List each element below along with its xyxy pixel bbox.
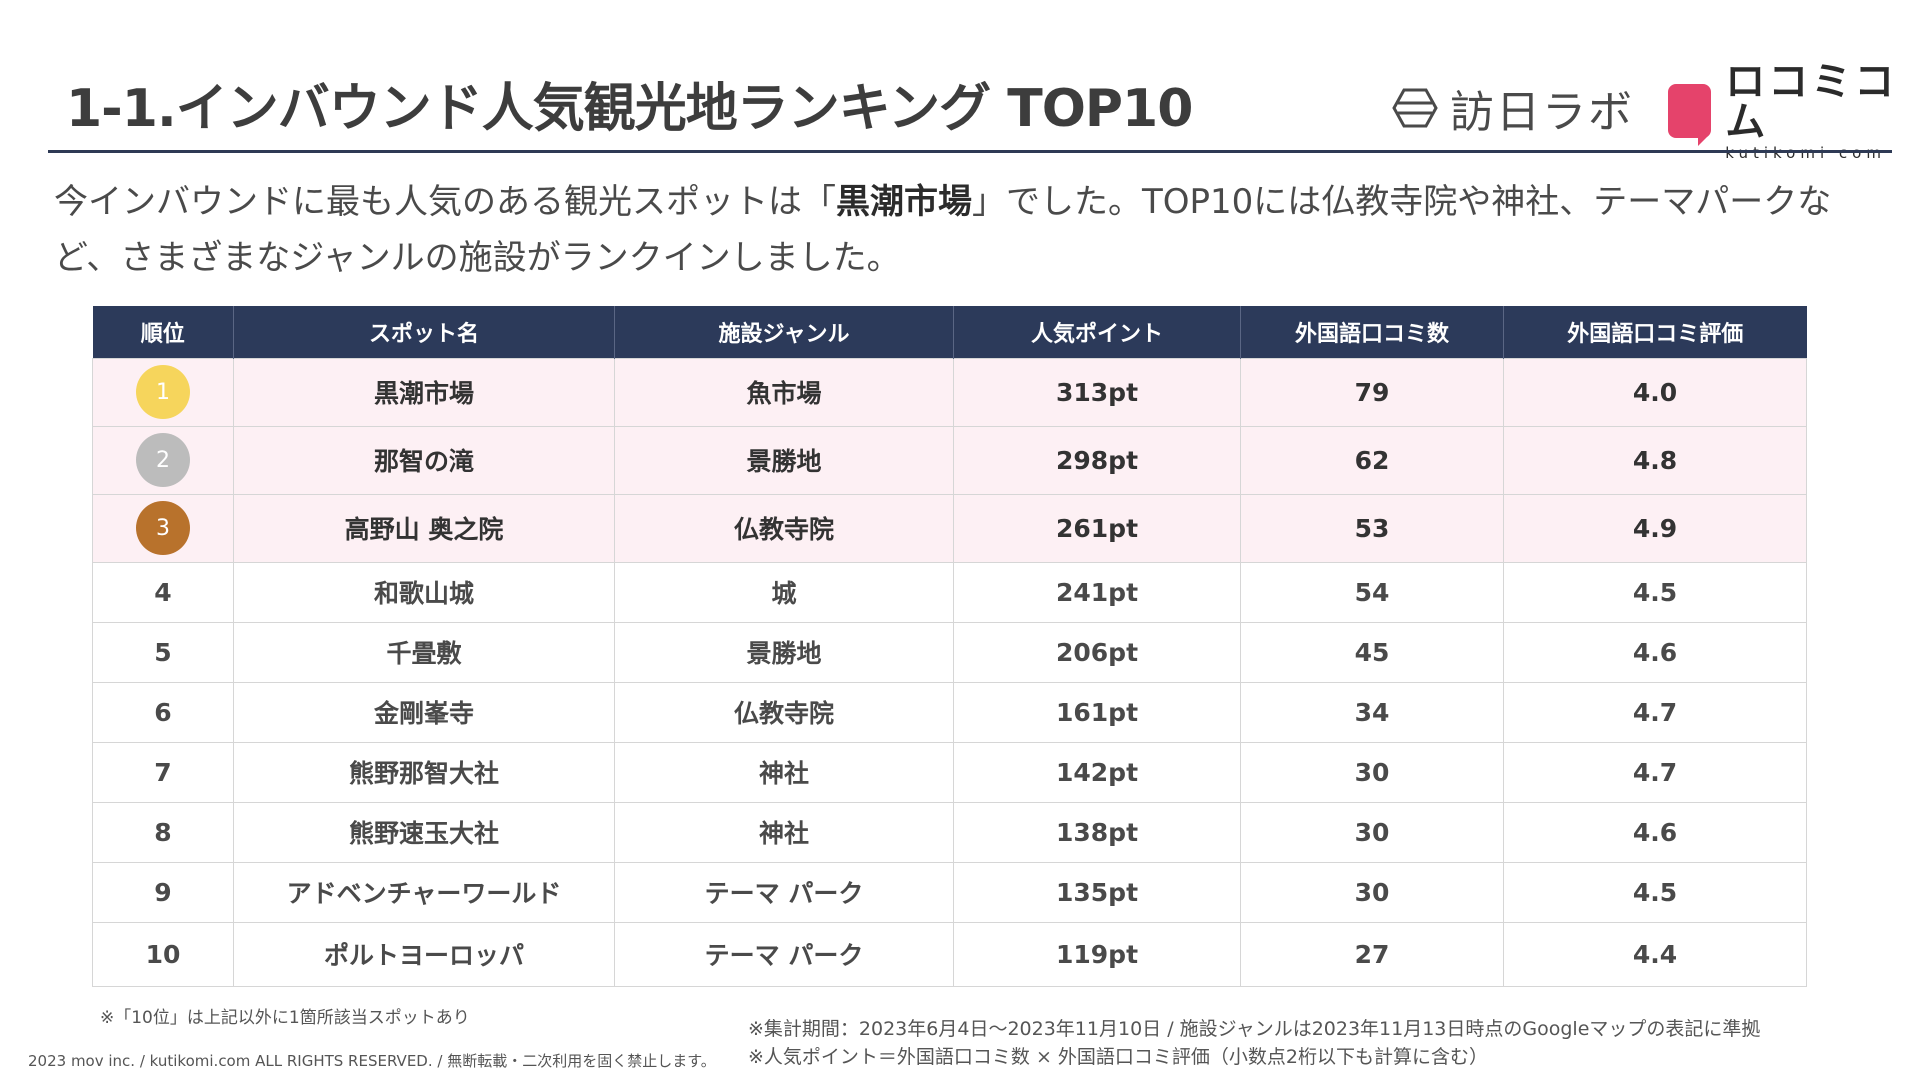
- spot-name-cell: 黒潮市場: [233, 357, 615, 427]
- table-row: 3 高野山 奥之院 仏教寺院 261pt 53 4.9: [92, 493, 1807, 563]
- review-count-cell: 79: [1240, 357, 1504, 427]
- genre-cell: テーマ パーク: [614, 861, 954, 923]
- table-row: 1 黒潮市場 魚市場 313pt 79 4.0: [92, 357, 1807, 427]
- kuchikomi-logo-text: ロコミコム: [1725, 58, 1898, 145]
- rank10-note: ※「10位」は上記以外に1箇所該当スポットあり: [100, 1008, 470, 1028]
- kuchikomi-speech-bubble-icon: [1668, 84, 1712, 146]
- spot-name-cell: 高野山 奥之院: [233, 493, 615, 563]
- review-rating-cell: 4.8: [1503, 425, 1807, 495]
- review-count-cell: 27: [1240, 921, 1504, 987]
- title-divider: [48, 150, 1892, 153]
- table-row: 7 熊野那智大社 神社 142pt 30 4.7: [92, 741, 1807, 803]
- column-header-genre: 施設ジャンル: [614, 306, 954, 358]
- spot-name-cell: 熊野那智大社: [233, 741, 615, 803]
- review-rating-cell: 4.7: [1503, 681, 1807, 743]
- genre-cell: テーマ パーク: [614, 921, 954, 987]
- popularity-points-cell: 206pt: [953, 621, 1241, 683]
- table-row: 5 千畳敷 景勝地 206pt 45 4.6: [92, 621, 1807, 683]
- column-header-review-rating: 外国語口コミ評価: [1503, 306, 1807, 358]
- column-header-rank: 順位: [92, 306, 234, 358]
- spot-name-cell: 和歌山城: [233, 561, 615, 623]
- table-row: 8 熊野速玉大社 神社 138pt 30 4.6: [92, 801, 1807, 863]
- review-rating-cell: 4.6: [1503, 621, 1807, 683]
- review-rating-cell: 4.0: [1503, 357, 1807, 427]
- review-count-cell: 34: [1240, 681, 1504, 743]
- page-title: 1-1.インバウンド人気観光地ランキング TOP10: [66, 79, 1193, 139]
- review-rating-cell: 4.4: [1503, 921, 1807, 987]
- intro-text-before: 今インバウンドに最も人気のある観光スポットは「: [54, 182, 836, 222]
- review-rating-cell: 4.9: [1503, 493, 1807, 563]
- houjin-lab-logo-text: 訪日ラボ: [1450, 87, 1634, 138]
- column-header-spot: スポット名: [233, 306, 615, 358]
- intro-text-after: 」でした。TOP10には仏教寺院や神社、テーマパークなど、さまざまなジャンルの施…: [54, 182, 1832, 278]
- rank-medal-icon: 2: [136, 433, 190, 487]
- spot-name-cell: 那智の滝: [233, 425, 615, 495]
- spot-name-cell: 金剛峯寺: [233, 681, 615, 743]
- rank-cell: 1: [92, 357, 234, 427]
- review-count-cell: 54: [1240, 561, 1504, 623]
- genre-cell: 景勝地: [614, 621, 954, 683]
- rank-cell: 4: [92, 561, 234, 623]
- spot-name-cell: ポルトヨーロッパ: [233, 921, 615, 987]
- copyright: 2023 mov inc. / kutikomi.com ALL RIGHTS …: [28, 1052, 716, 1070]
- genre-cell: 景勝地: [614, 425, 954, 495]
- review-count-cell: 30: [1240, 861, 1504, 923]
- popularity-points-cell: 135pt: [953, 861, 1241, 923]
- spot-name-cell: アドベンチャーワールド: [233, 861, 615, 923]
- kuchikomi-logo: ロコミコム kutikomi com: [1668, 62, 1919, 160]
- review-count-cell: 45: [1240, 621, 1504, 683]
- rank-cell: 6: [92, 681, 234, 743]
- column-header-points: 人気ポイント: [953, 306, 1241, 358]
- review-rating-cell: 4.7: [1503, 741, 1807, 803]
- genre-cell: 城: [614, 561, 954, 623]
- ranking-table: 順位 スポット名 施設ジャンル 人気ポイント 外国語口コミ数 外国語口コミ評価 …: [92, 306, 1807, 987]
- rank-cell: 5: [92, 621, 234, 683]
- table-row: 6 金剛峯寺 仏教寺院 161pt 34 4.7: [92, 681, 1807, 743]
- table-row: 4 和歌山城城 241pt 54 4.5: [92, 561, 1807, 623]
- rank-medal-icon: 3: [136, 501, 190, 555]
- period-note: ※集計期間：2023年6月4日～2023年11月10日 / 施設ジャンルは202…: [748, 1018, 1761, 1040]
- review-rating-cell: 4.5: [1503, 861, 1807, 923]
- popularity-points-cell: 138pt: [953, 801, 1241, 863]
- houjin-lab-logo: 訪日ラボ: [1392, 80, 1634, 138]
- kuchikomi-logo-subtext: kutikomi com: [1725, 145, 1919, 161]
- rank-cell: 2: [92, 425, 234, 495]
- table-row: 9 アドベンチャーワールド テーマ パーク 135pt 30 4.5: [92, 861, 1807, 923]
- table-row: 2 那智の滝 景勝地 298pt 62 4.8: [92, 425, 1807, 495]
- popularity-points-cell: 313pt: [953, 357, 1241, 427]
- rank-cell: 9: [92, 861, 234, 923]
- popularity-points-cell: 119pt: [953, 921, 1241, 987]
- genre-cell: 仏教寺院: [614, 493, 954, 563]
- review-count-cell: 53: [1240, 493, 1504, 563]
- intro-text: 今インバウンドに最も人気のある観光スポットは「黒潮市場」でした。TOP10には仏…: [54, 174, 1854, 286]
- review-rating-cell: 4.6: [1503, 801, 1807, 863]
- formula-note: ※人気ポイント＝外国語口コミ数 × 外国語口コミ評価（小数点2桁以下も計算に含む…: [748, 1046, 1489, 1068]
- review-count-cell: 62: [1240, 425, 1504, 495]
- popularity-points-cell: 241pt: [953, 561, 1241, 623]
- review-rating-cell: 4.5: [1503, 561, 1807, 623]
- table-header-row: 順位 スポット名 施設ジャンル 人気ポイント 外国語口コミ数 外国語口コミ評価: [92, 306, 1807, 358]
- review-count-cell: 30: [1240, 741, 1504, 803]
- table-row: 10 ポルトヨーロッパ テーマ パーク 119pt 27 4.4: [92, 921, 1807, 987]
- rank-medal-icon: 1: [136, 365, 190, 419]
- houjin-hexagon-icon: [1392, 88, 1438, 128]
- popularity-points-cell: 298pt: [953, 425, 1241, 495]
- popularity-points-cell: 261pt: [953, 493, 1241, 563]
- genre-cell: 神社: [614, 801, 954, 863]
- column-header-review-count: 外国語口コミ数: [1240, 306, 1504, 358]
- rank-cell: 7: [92, 741, 234, 803]
- popularity-points-cell: 161pt: [953, 681, 1241, 743]
- genre-cell: 魚市場: [614, 357, 954, 427]
- rank-cell: 3: [92, 493, 234, 563]
- genre-cell: 神社: [614, 741, 954, 803]
- popularity-points-cell: 142pt: [953, 741, 1241, 803]
- rank-cell: 10: [92, 921, 234, 987]
- spot-name-cell: 熊野速玉大社: [233, 801, 615, 863]
- intro-highlight: 黒潮市場: [836, 182, 972, 222]
- review-count-cell: 30: [1240, 801, 1504, 863]
- spot-name-cell: 千畳敷: [233, 621, 615, 683]
- rank-cell: 8: [92, 801, 234, 863]
- genre-cell: 仏教寺院: [614, 681, 954, 743]
